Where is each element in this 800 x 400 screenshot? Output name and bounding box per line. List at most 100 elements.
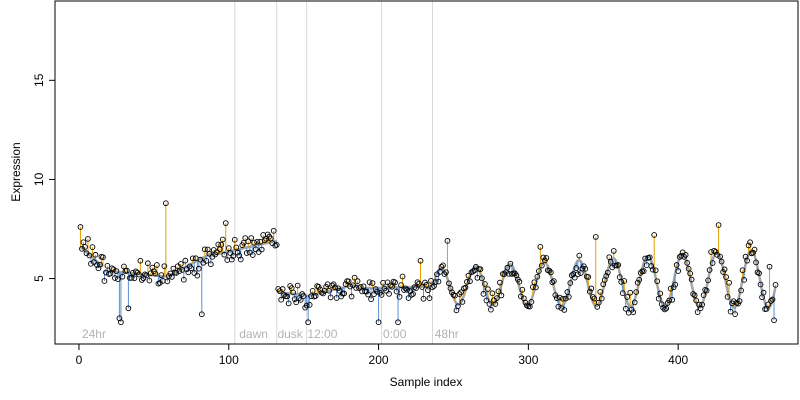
data-point [395, 319, 401, 326]
data-point [393, 288, 400, 295]
data-point [366, 279, 373, 286]
data-point [634, 279, 641, 286]
data-point [440, 262, 446, 269]
data-point [571, 274, 578, 281]
data-point [705, 277, 711, 284]
data-point [618, 278, 625, 285]
data-point [586, 288, 593, 295]
data-point [97, 261, 103, 268]
data-point [100, 254, 106, 261]
data-point [654, 278, 661, 285]
data-point [458, 289, 464, 296]
data-point [663, 305, 670, 312]
x-tick-label: 200 [369, 353, 389, 367]
data-point [640, 268, 647, 274]
data-point [485, 286, 491, 293]
data-point [273, 242, 280, 248]
annotation-layer: 24hr dawn dusk 12:00 0:00 48hr [82, 327, 459, 341]
data-point [738, 287, 744, 294]
data-point [546, 267, 553, 274]
data-point [666, 297, 673, 304]
y-axis: 5 10 15 [32, 73, 56, 282]
data-point [552, 292, 559, 298]
data-point [228, 256, 235, 263]
data-point [94, 262, 100, 268]
data-point [562, 295, 569, 302]
data-point [673, 262, 680, 268]
data-point [691, 292, 698, 299]
data-point [488, 306, 494, 313]
data-point [615, 262, 622, 268]
data-point [188, 265, 195, 272]
data-point [703, 287, 710, 294]
data-point [576, 252, 583, 259]
data-point [530, 284, 536, 290]
data-point [610, 248, 617, 254]
data-point [290, 289, 297, 296]
data-point [218, 241, 225, 248]
data-point [456, 291, 463, 297]
data-point [715, 222, 722, 228]
x-tick-label: 0 [76, 353, 83, 367]
data-point [368, 296, 374, 303]
data-point [756, 270, 762, 277]
data-point [195, 265, 202, 272]
data-point [163, 200, 169, 207]
data-point [221, 251, 228, 258]
data-point [251, 239, 258, 246]
data-point [507, 260, 514, 267]
data-point [404, 286, 410, 293]
data-point [405, 295, 412, 301]
data-point [341, 290, 347, 297]
data-point [194, 272, 201, 279]
data-point [694, 309, 701, 315]
data-point [547, 269, 554, 276]
data-point [588, 285, 595, 292]
data-point [437, 269, 443, 275]
data-point [772, 281, 779, 288]
data-point [498, 292, 505, 299]
data-point [176, 268, 183, 274]
data-point [744, 257, 750, 264]
data-point [607, 258, 614, 265]
data-point [136, 271, 142, 278]
data-point [655, 295, 662, 302]
data-point [363, 288, 370, 295]
data-point [234, 249, 241, 256]
data-point [550, 278, 557, 284]
data-point [535, 268, 542, 274]
y-tick-label: 5 [32, 275, 46, 282]
data-point [360, 283, 367, 290]
data-point [389, 283, 395, 290]
data-point [207, 261, 214, 268]
data-point [669, 296, 676, 303]
data-point [753, 259, 759, 266]
data-point [248, 235, 255, 241]
data-point [119, 273, 126, 280]
data-point [630, 309, 637, 316]
x-tick-label: 400 [668, 353, 688, 367]
time-annotation: 0:00 [383, 327, 407, 341]
data-point [675, 268, 682, 274]
data-point [180, 276, 187, 283]
data-point [113, 268, 120, 274]
x-tick-label: 300 [518, 353, 538, 367]
point-layer [77, 200, 779, 326]
data-point [399, 273, 406, 280]
data-point [533, 284, 539, 291]
data-point [486, 301, 493, 307]
data-point [332, 284, 338, 291]
data-point [477, 266, 484, 273]
data-point [92, 251, 99, 258]
data-point [104, 263, 111, 269]
data-point [624, 294, 631, 300]
data-point [411, 284, 418, 291]
data-point [443, 269, 449, 276]
x-tick-label: 100 [219, 353, 239, 367]
data-point [573, 265, 580, 271]
data-point [402, 285, 409, 292]
data-point [660, 304, 667, 311]
y-tick-label: 10 [32, 172, 46, 186]
data-point [154, 262, 160, 268]
data-point [270, 227, 277, 234]
